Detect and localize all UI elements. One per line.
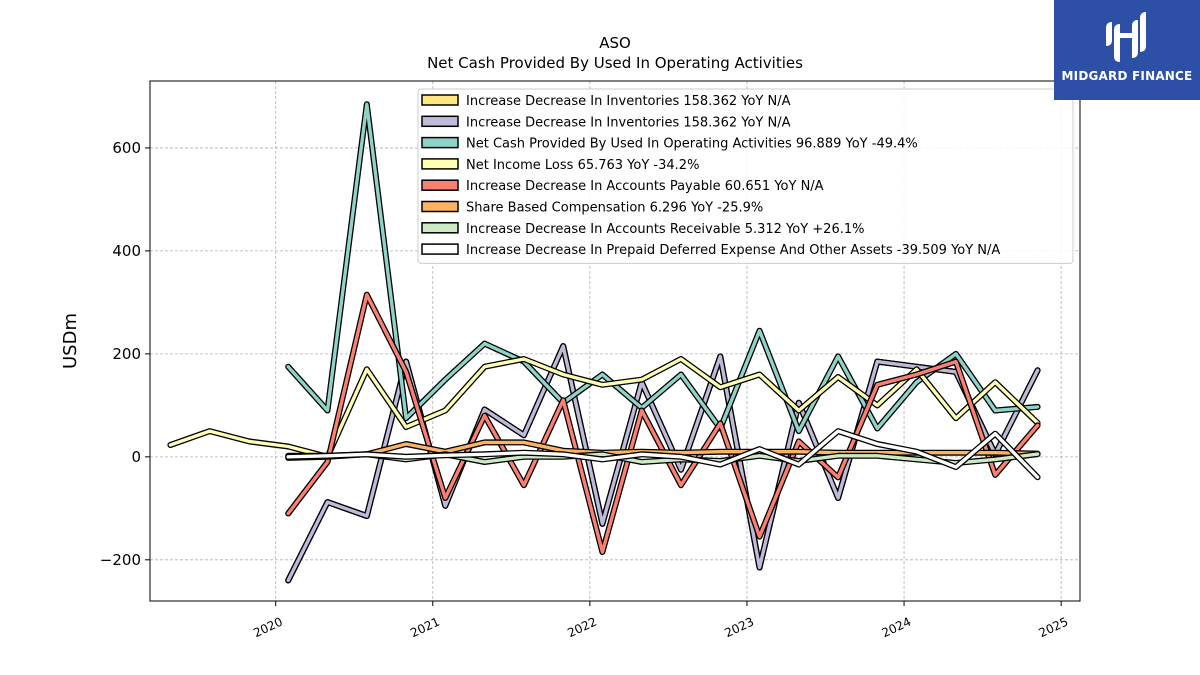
- plot-frame: [149, 80, 1081, 602]
- y-tick-label: 200: [112, 345, 141, 363]
- midgard-logo-icon: [1106, 12, 1146, 62]
- legend-box: [417, 88, 1074, 264]
- legend-entry: Share Based Compensation 6.296 YoY -25.9…: [466, 201, 763, 216]
- legend-entry: Increase Decrease In Accounts Receivable…: [466, 222, 864, 237]
- legend-entry: Increase Decrease In Inventories 158.362…: [466, 115, 791, 130]
- legend: Increase Decrease In Inventories 158.362…: [417, 88, 1074, 264]
- chart-subtitle: Net Cash Provided By Used In Operating A…: [427, 54, 803, 72]
- x-tick-label: 2023: [722, 615, 756, 641]
- chart-title: ASO: [599, 34, 631, 52]
- x-tick-label: 2022: [565, 615, 599, 641]
- legend-swatch: [421, 158, 459, 170]
- legend-swatch: [421, 200, 459, 213]
- legend-swatch: [421, 136, 459, 149]
- x-tick-label: 2021: [408, 615, 442, 641]
- legend-entry: Net Cash Provided By Used In Operating A…: [466, 137, 918, 152]
- legend-entry: Increase Decrease In Prepaid Deferred Ex…: [466, 243, 1000, 258]
- series-line-stroke: [286, 429, 1040, 479]
- legend-swatch: [421, 115, 459, 128]
- y-axis-label: USDm: [60, 313, 81, 369]
- series-group: [167, 101, 1041, 584]
- brand-name: MIDGARD FINANCE: [1061, 69, 1193, 83]
- y-tick-label: −200: [100, 551, 141, 569]
- series-line-stroke: [286, 293, 1040, 554]
- brand-logo: MIDGARD FINANCE: [1054, 0, 1200, 100]
- legend-entry: Increase Decrease In Inventories 158.362…: [466, 94, 791, 109]
- series-line-stroke: [286, 102, 1040, 433]
- y-tick-label: 400: [112, 242, 141, 260]
- y-tick-label: 600: [112, 139, 141, 157]
- series-line: [285, 101, 1041, 435]
- legend-swatch: [421, 94, 459, 106]
- x-tick-label: 2025: [1037, 615, 1071, 641]
- series-line: [285, 291, 1041, 556]
- series-line: [285, 428, 1041, 481]
- legend-swatch: [421, 179, 459, 191]
- x-tick-label: 2020: [251, 615, 285, 641]
- legend-swatch: [421, 243, 459, 255]
- x-tick-label: 2024: [880, 615, 914, 641]
- y-tick-label: 0: [131, 448, 141, 466]
- legend-entry: Net Income Loss 65.763 YoY -34.2%: [466, 158, 699, 173]
- legend-entry: Increase Decrease In Accounts Payable 60…: [466, 179, 824, 194]
- legend-swatch: [421, 222, 459, 234]
